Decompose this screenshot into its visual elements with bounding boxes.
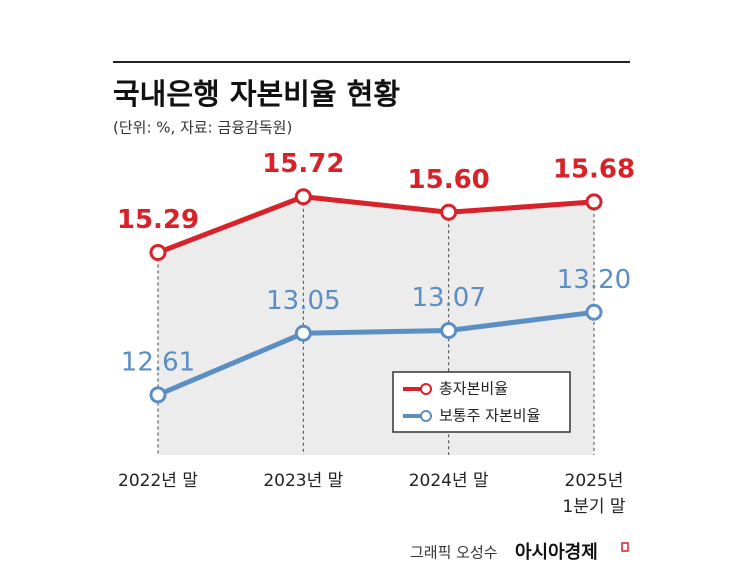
point [149, 386, 167, 404]
legend-label: 총자본비율 [439, 380, 508, 398]
point [294, 324, 312, 342]
x-tick-label: 2024년 말 [409, 471, 489, 491]
point [585, 303, 603, 321]
point [149, 244, 167, 262]
x-tick-label: 2022년 말 [118, 471, 198, 491]
x-tick-label: 2025년 1분기 말 [562, 471, 625, 517]
value-label: 13.07 [411, 283, 485, 313]
logo-mark [621, 542, 629, 552]
credit-logo: 아시아경제 [515, 542, 598, 563]
legend-box [392, 371, 571, 433]
value-label: 12.61 [121, 347, 195, 377]
value-label: 15.68 [553, 154, 635, 184]
chart-title: 국내은행 자본비율 현황 [113, 77, 400, 111]
series-line [157, 194, 595, 255]
legend-marker [420, 383, 432, 395]
plot-area: 2022년 말 2023년 말 2024년 말 2025년 1분기 말 15.29 15.7… [117, 149, 635, 517]
credit-graphic: 그래픽 오성수 [410, 544, 498, 562]
chart-subtitle: (단위: %, 자료: 금융감독원) [113, 119, 292, 137]
value-label: 15.29 [117, 205, 199, 235]
series-line [157, 309, 595, 398]
point [585, 193, 603, 211]
value-label: 15.72 [262, 149, 344, 179]
value-label: 15.60 [408, 165, 490, 195]
point [440, 203, 458, 221]
point [440, 321, 458, 339]
legend-label: 보통주 자본비율 [439, 407, 540, 425]
x-tick-label: 2023년 말 [263, 471, 343, 491]
value-label: 13.05 [266, 286, 340, 316]
value-label: 13.20 [557, 265, 631, 295]
legend-marker [420, 410, 432, 422]
point [294, 188, 312, 206]
